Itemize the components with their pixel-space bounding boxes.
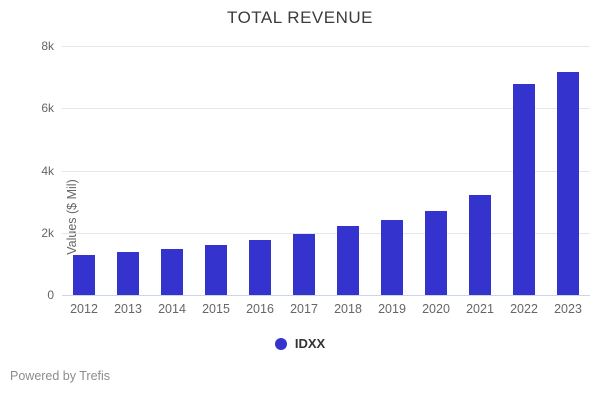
powered-by-credit: Powered by Trefis — [10, 369, 111, 383]
x-tick-label-2022: 2022 — [510, 302, 538, 316]
bar-2018[interactable] — [337, 226, 359, 295]
gridline — [62, 232, 590, 234]
x-tick-label-2013: 2013 — [114, 302, 142, 316]
legend[interactable]: IDXX — [0, 336, 600, 351]
chart-title: TOTAL REVENUE — [227, 8, 373, 27]
x-tick-label-2023: 2023 — [554, 302, 582, 316]
bar-2022[interactable] — [513, 83, 535, 295]
y-tick-label-4k: 4k — [41, 163, 54, 178]
gridline — [62, 108, 590, 110]
bar-2012[interactable] — [73, 254, 95, 295]
x-tick-label-2020: 2020 — [422, 302, 450, 316]
bar-2016[interactable] — [249, 239, 271, 295]
x-tick-label-2021: 2021 — [466, 302, 494, 316]
x-tick-label-2017: 2017 — [290, 302, 318, 316]
bar-2014[interactable] — [161, 248, 183, 295]
bar-2013[interactable] — [117, 252, 139, 295]
bar-2015[interactable] — [205, 245, 227, 295]
gridline — [62, 46, 590, 47]
y-tick-label-8k: 8k — [41, 39, 54, 53]
x-tick-label-2012: 2012 — [70, 302, 98, 316]
x-tick-label-2018: 2018 — [334, 302, 362, 316]
bar-2023[interactable] — [557, 72, 579, 295]
bar-2020[interactable] — [425, 210, 447, 295]
y-tick-label-6k: 6k — [41, 101, 54, 116]
bar-2017[interactable] — [293, 233, 315, 295]
x-tick-label-2019: 2019 — [378, 302, 406, 316]
legend-series-label: IDXX — [294, 336, 326, 351]
gridline — [62, 170, 590, 172]
bar-2021[interactable] — [469, 194, 491, 295]
plot-area: Values ($ Mil) 8k 6k 4k 2k 0 2012 2013 2014 2015… — [41, 40, 590, 316]
legend-marker-icon — [274, 337, 287, 350]
bar-2019[interactable] — [381, 220, 403, 295]
y-tick-label-2k: 2k — [41, 225, 54, 240]
x-tick-label-2014: 2014 — [158, 302, 186, 316]
x-tick-label-2015: 2015 — [202, 302, 230, 316]
x-tick-label-2016: 2016 — [246, 302, 274, 316]
y-tick-label-0: 0 — [47, 288, 54, 302]
